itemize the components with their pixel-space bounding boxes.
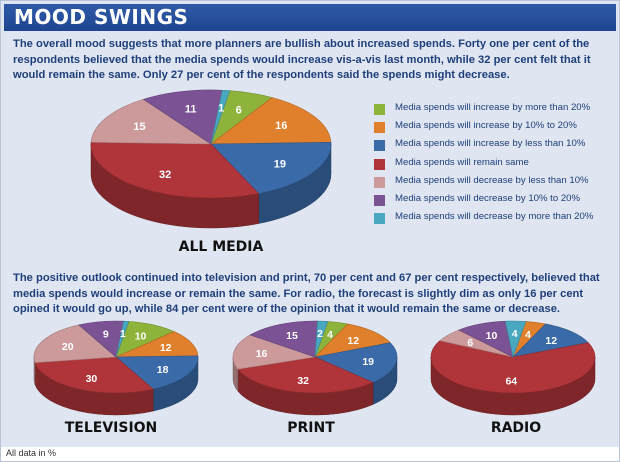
chart-title-radio: RADIO: [490, 420, 542, 436]
pie-slice: [142, 89, 223, 145]
pie-data-label: 10: [486, 330, 498, 342]
pie-data-label: 2: [317, 328, 323, 340]
pie-chart-radio: 4 12 64 6 10 4: [430, 320, 596, 416]
pie-slice: [504, 320, 527, 359]
chart-title-print: PRINT: [287, 420, 335, 436]
pie-slice: [232, 334, 316, 370]
title-banner: MOOD SWINGS: [4, 4, 616, 31]
pie-slice: [90, 99, 213, 145]
pie-slice: [430, 340, 596, 394]
pie-data-label: 15: [133, 121, 145, 133]
legend-swatch: [374, 194, 385, 206]
pie-slice: [210, 89, 231, 145]
pie-data-label: 4: [327, 329, 333, 341]
legend-item: Media spends will remain same: [374, 156, 614, 174]
pie-slice: [90, 141, 260, 199]
pie-slice: [34, 356, 154, 394]
legend-item: Media spends will decrease by 10% to 20%: [374, 192, 614, 210]
chart-title-television: TELEVISION: [64, 420, 158, 436]
pie-slice: [237, 356, 374, 394]
legend-swatch: [374, 104, 385, 115]
pie-data-label: 15: [286, 330, 298, 342]
pie-slice: [314, 323, 391, 358]
pie-slice: [512, 323, 589, 358]
legend-swatch: [374, 158, 385, 170]
legend-label: Media spends will decrease by more than …: [395, 211, 594, 223]
pie-data-label: 4: [512, 328, 518, 340]
pie-slice: [249, 320, 318, 358]
footer-bar: All data in %: [1, 447, 619, 461]
pie-slice: [210, 141, 332, 194]
pie-slice: [210, 97, 332, 145]
footnote: All data in %: [6, 448, 57, 458]
pie-slice: [313, 342, 398, 383]
pie-data-label: 16: [275, 120, 287, 132]
pie-data-label: 18: [157, 364, 169, 376]
pie-data-label: 32: [297, 375, 309, 387]
pie-data-label: 6: [236, 104, 242, 116]
pie-slice: [115, 320, 130, 358]
legend-item: Media spends will decrease by more than …: [374, 210, 614, 228]
pie-chart-television: 10 12 18 30 20 9 1: [33, 320, 199, 416]
pie-slice: [115, 355, 199, 390]
pie-data-label: 19: [274, 159, 286, 171]
page-title: MOOD SWINGS: [14, 5, 189, 29]
legend-swatch: [374, 122, 385, 134]
pie-slice: [115, 331, 199, 358]
pie-data-label: 11: [185, 103, 197, 115]
outlook-paragraph: The positive outlook continued into tele…: [13, 272, 600, 315]
legend-label: Media spends will increase by more than …: [395, 102, 591, 113]
pie-data-label: 4: [525, 329, 531, 341]
pie-data-label: 1: [218, 102, 224, 114]
legend-label: Media spends will increase by 10% to 20%: [395, 120, 577, 132]
legend-label: Media spends will remain same: [395, 156, 529, 168]
legend-item: Media spends will increase by 10% to 20%: [374, 119, 614, 137]
legend: Media spends will increase by more than …: [374, 101, 614, 228]
legend-label: Media spends will decrease by less than …: [395, 174, 589, 186]
legend-swatch: [374, 176, 385, 188]
pie-slice: [33, 324, 117, 363]
pie-data-label: 6: [467, 337, 473, 349]
legend-item: Media spends will increase by less than …: [374, 137, 614, 155]
legend-item: Media spends will increase by more than …: [374, 101, 614, 119]
legend-label: Media spends will increase by less than …: [395, 138, 586, 150]
legend-item: Media spends will decrease by less than …: [374, 174, 614, 192]
pie-data-label: 1: [120, 328, 126, 340]
legend-swatch: [374, 140, 385, 152]
pie-data-label: 32: [159, 169, 171, 181]
legend-swatch: [374, 213, 385, 225]
pie-data-label: 20: [62, 341, 74, 353]
pie-data-label: 64: [505, 375, 517, 387]
pie-data-label: 9: [103, 328, 109, 340]
pie-slice: [314, 320, 329, 358]
legend-label: Media spends will decrease by 10% to 20%: [395, 192, 581, 204]
intro-paragraph: The overall mood suggests that more plan…: [13, 38, 591, 81]
pie-data-label: 30: [86, 373, 98, 385]
chart-title-all-media: ALL MEDIA: [178, 239, 264, 255]
pie-data-label: 12: [347, 335, 359, 347]
pie-data-label: 12: [545, 335, 557, 347]
pie-data-label: 10: [135, 331, 147, 343]
pie-data-label: 19: [362, 356, 374, 368]
pie-data-label: 16: [256, 348, 268, 360]
pie-data-label: 12: [160, 342, 172, 354]
